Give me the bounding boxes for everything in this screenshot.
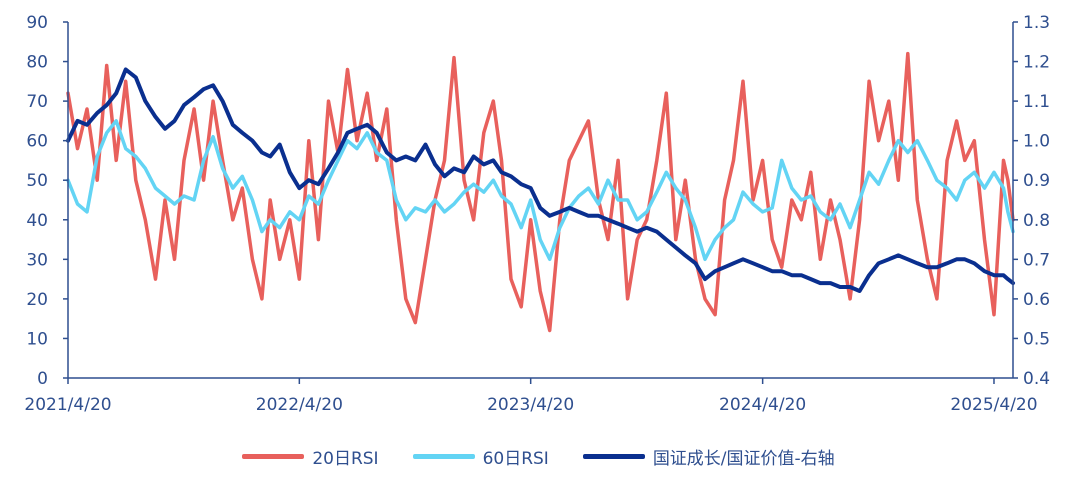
- axes: [67, 22, 1014, 379]
- left-tick-label: 40: [26, 211, 48, 231]
- left-tick-label: 20: [26, 290, 48, 310]
- right-tick-label: 1.1: [1023, 92, 1050, 112]
- series-line-2: [66, 119, 1015, 262]
- x-tick-label: 2021/4/20: [24, 395, 111, 415]
- right-y-axis: 0.4 0.5 0.6 0.7 0.8 0.9 1.0 1.1 1.2 1.3: [1013, 13, 1050, 389]
- x-tick-label: 2025/4/20: [950, 395, 1037, 415]
- x-tick-label: 2022/4/20: [256, 395, 343, 415]
- left-tick-label: 90: [26, 13, 48, 33]
- series-line-3: [66, 67, 1015, 293]
- left-tick-label: 50: [26, 171, 48, 191]
- x-tick-label: 2024/4/20: [719, 395, 806, 415]
- x-tick-label: 2023/4/20: [487, 395, 574, 415]
- left-tick-label: 30: [26, 250, 48, 270]
- right-tick-label: 1.3: [1023, 13, 1050, 33]
- series-line-1: [66, 51, 1015, 333]
- right-tick-label: 0.5: [1023, 329, 1050, 349]
- legend-item-rsi20: 20日RSI: [242, 444, 379, 469]
- right-tick-label: 0.4: [1023, 369, 1050, 389]
- right-tick-label: 1.2: [1023, 53, 1050, 73]
- legend-swatch-rsi20: [242, 453, 305, 459]
- legend-swatch-rsi60: [412, 453, 475, 459]
- right-tick-label: 0.6: [1023, 290, 1050, 310]
- left-tick-label: 80: [26, 53, 48, 73]
- left-tick-label: 60: [26, 132, 48, 152]
- right-tick-label: 1.0: [1023, 132, 1050, 152]
- left-tick-label: 10: [26, 329, 48, 349]
- legend-label-rsi20: 20日RSI: [312, 448, 379, 469]
- chart-svg: 0 10 20 30 40 50 60 70 80 90 0.4 0.5 0.6 0.7 0.8 0.9 1.…: [24, 13, 1050, 415]
- legend-item-rsi60: 60日RSI: [412, 444, 549, 469]
- plot-area: [66, 51, 1015, 333]
- left-tick-label: 70: [26, 92, 48, 112]
- left-y-axis: 0 10 20 30 40 50 60 70 80 90: [26, 13, 68, 389]
- left-tick-label: 0: [37, 369, 48, 389]
- legend-label-ratio: 国证成长/国证价值-右轴: [652, 448, 835, 469]
- legend-swatch-ratio: [582, 453, 645, 459]
- legend: 20日RSI 60日RSI 国证成长/国证价值-右轴: [0, 440, 1077, 472]
- x-axis: 2021/4/20 2022/4/20 2023/4/20 2024/4/20 2025…: [24, 378, 1038, 415]
- right-tick-label: 0.9: [1023, 171, 1050, 191]
- right-tick-label: 0.8: [1023, 211, 1050, 231]
- legend-item-ratio: 国证成长/国证价值-右轴: [582, 444, 835, 469]
- right-tick-label: 0.7: [1023, 250, 1050, 270]
- legend-label-rsi60: 60日RSI: [482, 448, 549, 469]
